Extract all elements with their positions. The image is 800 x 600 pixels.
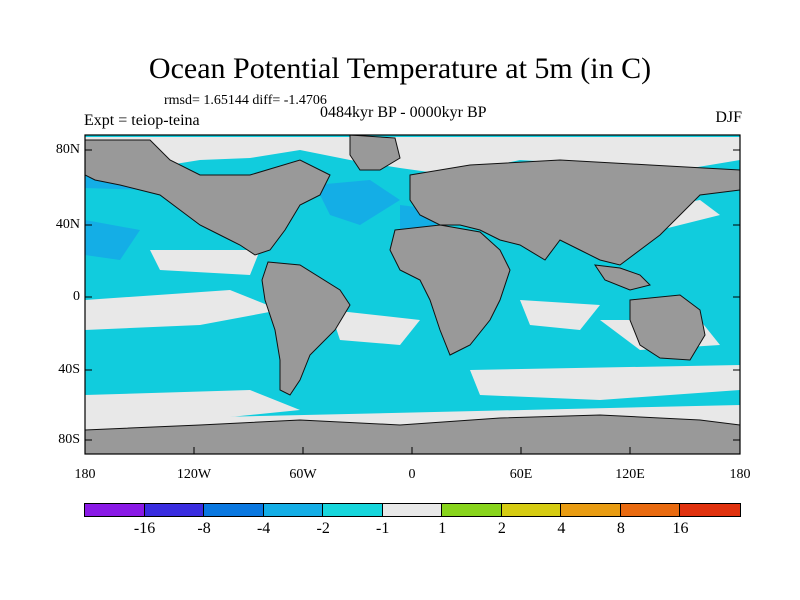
colorbar-swatch (381, 503, 444, 517)
south-atlantic-near-zero (330, 310, 420, 345)
lon-label-180-right: 180 (729, 467, 751, 482)
south-america (261, 261, 351, 396)
colorbar-swatch (619, 503, 682, 517)
colorbar-swatch (203, 503, 265, 517)
pacific-cool-patch-west (85, 220, 140, 260)
lat-label-40n: 40N (55, 217, 80, 232)
rmsd-diff-stats: rmsd= 1.65144 diff= -1.4706 (164, 93, 327, 108)
colorbar-label: 8 (616, 520, 625, 537)
experiment-label: Expt = teiop-teina (84, 112, 200, 129)
land-masses (85, 135, 740, 454)
australia (629, 294, 706, 361)
lat-label-80s: 80S (58, 432, 80, 447)
lon-label-60e: 60E (509, 467, 533, 482)
north-atlantic-cool-patch (315, 180, 400, 225)
colorbar-label: 4 (557, 520, 566, 537)
colorbar-label: -1 (376, 520, 390, 537)
colorbar-label: -16 (133, 520, 156, 537)
colorbar-swatch (322, 503, 384, 517)
lon-label-180-left: 180 (74, 467, 96, 482)
colorbar-label: 1 (438, 520, 447, 537)
colorbar-swatch (560, 503, 622, 517)
lon-label-60w: 60W (289, 467, 317, 482)
axis-ticks (85, 149, 740, 454)
maritime-continent (593, 264, 651, 291)
southern-ocean-near-zero-west (85, 390, 300, 420)
season-label: DJF (715, 109, 742, 126)
period-label: 0484kyr BP - 0000kyr BP (320, 104, 487, 121)
colorbar-label: -8 (197, 520, 211, 537)
map-frame (84, 134, 741, 455)
colorbar-label: 16 (672, 520, 689, 537)
colorbar-swatch (500, 503, 563, 517)
colorbar-label: -2 (316, 520, 330, 537)
africa (389, 224, 511, 356)
greenland (349, 135, 401, 171)
south-pacific-near-zero-band (85, 290, 280, 330)
chart-title: Ocean Potential Temperature at 5m (in C) (148, 52, 652, 85)
colorbar-label: 2 (497, 520, 506, 537)
lat-label-40s: 40S (58, 362, 80, 377)
colorbar-label: -4 (256, 520, 271, 537)
lat-label-80n: 80N (55, 142, 80, 157)
north-america (85, 139, 331, 256)
southern-ocean-near-zero-east (470, 365, 740, 400)
colorbar-swatch (84, 503, 146, 517)
lon-label-120w: 120W (176, 467, 212, 482)
indian-ocean-near-zero-1 (520, 300, 600, 330)
colorbar-swatch (262, 503, 325, 517)
eurasia (409, 159, 740, 266)
lon-label-120e: 120E (615, 467, 645, 482)
colorbar-swatch (441, 503, 503, 517)
colorbar-swatch (679, 503, 741, 517)
lat-label-0: 0 (73, 289, 80, 304)
colorbar-swatch (143, 503, 206, 517)
equatorial-pacific-near-zero-1 (150, 250, 260, 275)
antarctica (85, 414, 740, 454)
arctic-near-zero-region (85, 137, 740, 175)
lon-label-0: 0 (408, 467, 416, 482)
